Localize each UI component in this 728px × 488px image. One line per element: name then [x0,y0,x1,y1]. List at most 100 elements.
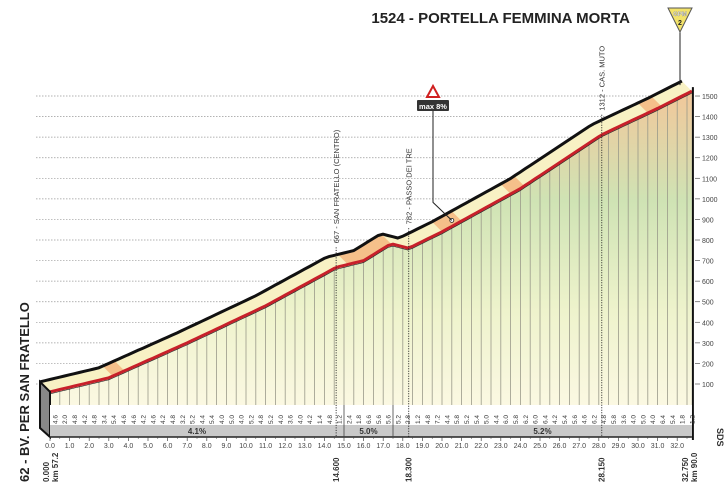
profile-fill [50,91,692,405]
x-tick-label: 18.0 [396,443,410,450]
start-km-label: 0.000 [42,461,51,482]
segment-gradient-label: 1.8 [356,415,363,424]
end-race-km-label: km 90.0 [690,452,699,482]
segment-gradient-label: 5.4 [474,415,481,424]
profile-line-shadow [49,92,693,395]
x-tick-label: 10.0 [239,443,253,450]
x-tick-label: 16.0 [357,443,371,450]
segment-gradient-label: 1.2 [337,415,344,424]
start-race-km-label: km 57.2 [51,452,60,482]
segment-gradient-label: 4.4 [444,415,451,424]
x-tick-label: 28.0 [592,443,606,450]
steep-section-patch [432,211,462,232]
max-gradient-pointer [432,111,453,221]
segment-gradient-label: 2.8 [405,415,412,424]
segment-gradient-label: 6.0 [503,415,510,424]
profile-start-face [39,379,51,440]
segment-gradient-label: 4.0 [650,415,657,424]
y-tick-label: 300 [702,341,714,348]
segment-gradient-label: 5.2 [395,415,402,424]
segment-gradient-label: 4.6 [150,415,157,424]
gpm-label: GPM [673,12,687,18]
segment-gradient-label: 5.4 [111,415,118,424]
x-tick-label: 15.0 [337,443,351,450]
y-tick-label: 800 [702,238,714,245]
segment-gradient-label: 3.4 [101,415,108,424]
segment-gradient-label: 4.2 [82,415,89,424]
x-tick-label: 20.0 [435,443,449,450]
landmark-name: 667 - SAN FRATELLO (CENTRO) [332,129,341,243]
segment-gradient-label: 4.8 [601,415,608,424]
segment-gradient-label: 5.2 [190,415,197,424]
gpm-category: 2 [678,20,682,27]
segment-gradient-label: 4.8 [72,415,79,424]
x-tick-label: 23.0 [494,443,508,450]
segment-gradient-label: 4.2 [552,415,559,424]
segment-gradient-label: 4.2 [141,415,148,424]
segment-gradient-label: 3.6 [288,415,295,424]
segment-gradient-label: 5.4 [670,415,677,424]
segment-gradient-label: 4.6 [582,415,589,424]
gradient-label-band: 4.6 2.0 4.8 4.2 4.8 3.4 5.4 4.6 4.6 4.2 4.6 4.2 4.8 3… [50,405,696,438]
x-tick-label: 6.0 [163,443,173,450]
segment-gradient-label: 4.0 [278,415,285,424]
brand-logo: SDS [715,428,725,447]
profile-top-edge [39,79,683,384]
x-tick-label: 0.0 [45,443,55,450]
x-tick-label: 30.0 [631,443,645,450]
segment-gradient-label: 5.4 [209,415,216,424]
x-tick-label: 19.0 [416,443,430,450]
x-tick-label: 1.0 [65,443,75,450]
profile-area [39,79,694,440]
segment-gradient-label: 5.8 [454,415,461,424]
segment-gradient-label: 5.2 [268,415,275,424]
segment-gradient-label: 4.8 [425,415,432,424]
segment-gradient-label: 4.2 [160,415,167,424]
segment-gradient-label: 2.0 [62,415,69,424]
segment-gradient-label: 4.2 [307,415,314,424]
y-tick-label: 100 [702,382,714,389]
y-tick-label: 200 [702,361,714,368]
section-average-label: 5.2% [533,427,551,436]
y-tick-label: 700 [702,259,714,266]
gpm-triangle-icon [667,7,693,34]
y-tick-label: 500 [702,300,714,307]
y-tick-label: 1100 [702,176,717,183]
segment-gradient-label: 5.0 [484,415,491,424]
segment-gradient-label: 5.8 [513,415,520,424]
segment-gradient-label: 5.4 [562,415,569,424]
x-tick-label: 25.0 [533,443,547,450]
segment-gradient-label: 5.0 [640,415,647,424]
y-tick-label: 1000 [702,197,718,204]
segment-gradient-label: 4.6 [52,415,59,424]
segment-gradient-label: 4.4 [493,415,500,424]
y-tick-label: 400 [702,320,714,327]
landmark-name: 782 - PASSO DEI TRE [405,148,414,224]
x-tick-label: 29.0 [612,443,626,450]
profile-top-face [40,81,692,392]
segment-gradient-label: 6.0 [533,415,540,424]
segment-gradient-label: 5.8 [611,415,618,424]
x-tick-label: 8.0 [202,443,212,450]
segment-gradient-label: 5.6 [376,415,383,424]
segment-gradient-label: 4.0 [239,415,246,424]
segment-gradient-label: 6.2 [523,415,530,424]
end-km-label: 32.750 [681,457,690,482]
section-average-label: 5.0% [359,427,377,436]
landmark-km-label: 14.600 [332,457,341,482]
x-tick-label: 32.0 [670,443,684,450]
x-tick-label: 26.0 [553,443,567,450]
max-gradient-marker: max 8% [417,83,453,221]
segment-gradient-label: 4.6 [131,415,138,424]
max-gradient-text: max 8% [419,102,447,111]
segment-gradient-label: 4.0 [219,415,226,424]
x-tick-label: 13.0 [298,443,312,450]
start-location-label: 62 - BV. PER SAN FRATELLO [17,302,32,482]
segment-gradient-label: 4.8 [170,415,177,424]
x-tick-label: 22.0 [474,443,488,450]
segment-gradient-label: 4.8 [258,415,265,424]
gradient-band-bg [50,405,692,425]
max-gradient-badge [417,100,449,111]
y-tick-label: 1400 [702,115,718,122]
x-tick-label: 3.0 [104,443,114,450]
